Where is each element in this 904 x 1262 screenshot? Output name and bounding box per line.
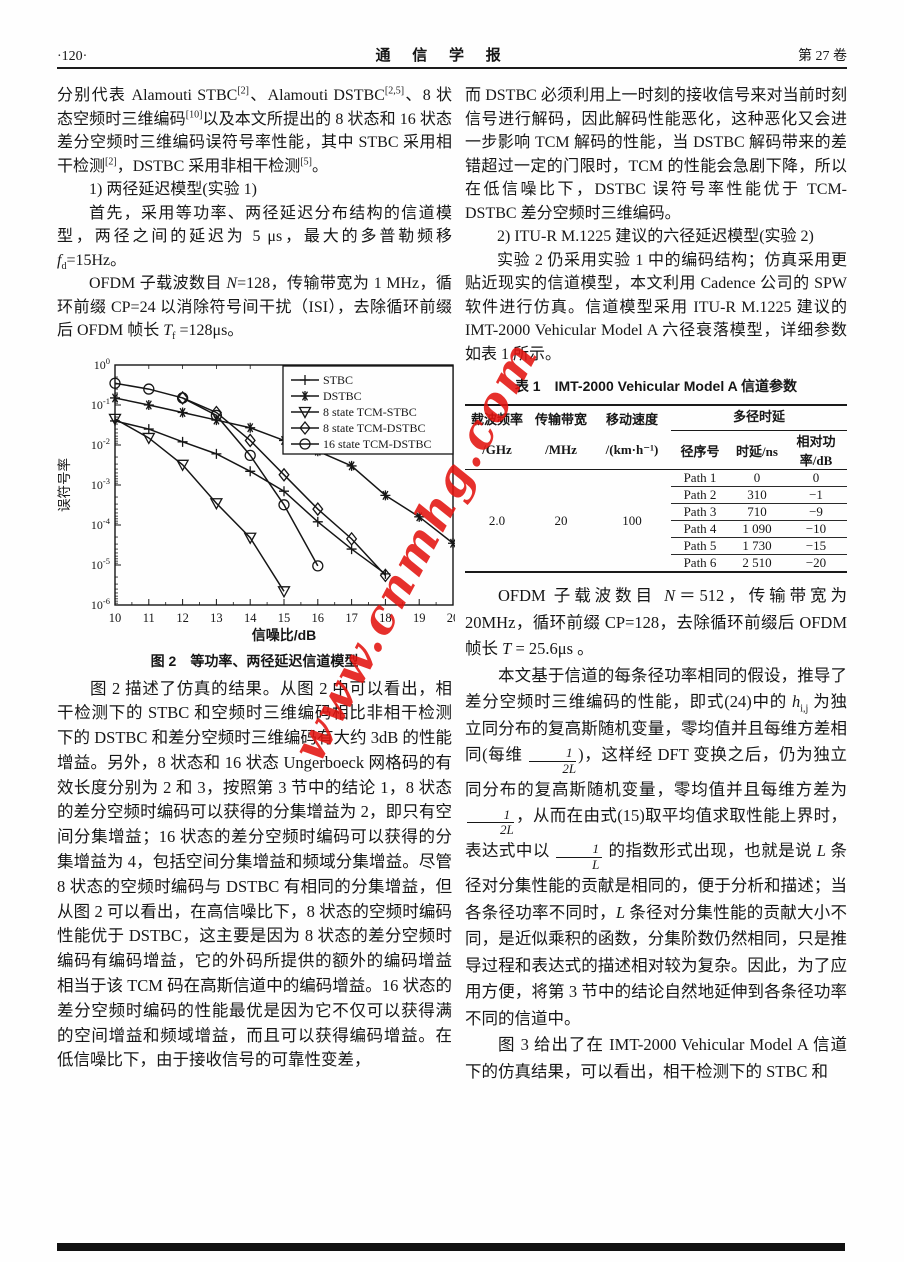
table-path-cell: 0	[729, 469, 785, 487]
col-header-delay: 时延/ns	[729, 430, 785, 470]
table-path-cell: 0	[785, 469, 847, 487]
table-path-cell: −20	[805, 555, 827, 570]
svg-text:误符号率: 误符号率	[57, 458, 72, 512]
svg-text:19: 19	[413, 611, 426, 625]
table-path-cell: 310	[729, 486, 785, 504]
svg-text:10-2: 10-2	[91, 436, 110, 452]
paragraph: 首先，采用等功率、两径延迟分布结构的信道模型，两径之间的延迟为 5 μs，最大的…	[57, 204, 452, 272]
table-body: 2.0 20 100 Path 1 0 0 Path 2 310 −1 Path 3 710 −9 Pa…	[465, 469, 847, 573]
bottom-scan-bar	[57, 1243, 845, 1251]
table-path-cell: −9	[785, 503, 847, 521]
table-path-cell: 1 090	[729, 520, 785, 538]
table-path-cell: −1	[785, 486, 847, 504]
svg-text:10-3: 10-3	[91, 476, 110, 492]
table-row: Path 6 2 510 −20	[465, 555, 847, 573]
journal-title: 通 信 学 报	[375, 48, 510, 64]
paragraph: 图 3 给出了在 IMT-2000 Vehicular Model A 信道下的…	[465, 1035, 847, 1081]
right-column: 而 DSTBC 必须利用上一时刻的接收信号来对当前时刻信号进行解码，因此解码性能…	[465, 84, 847, 1085]
unit-carrier: /GHz	[465, 430, 529, 470]
table-value-cell: 100	[622, 512, 642, 528]
table-path-cell: −15	[785, 537, 847, 555]
table-path-cell: 710	[729, 503, 785, 521]
subsection-heading-exp2: 2) ITU-R M.1225 建议的六径延迟模型(实验 2)	[497, 228, 814, 245]
paragraph: 本文基于信道的每条径功率相同的假设，推导了差分空频时三维编码的性能，即式(24)…	[465, 665, 848, 1028]
table-header-row-2: /GHz /MHz /(km·h⁻¹) 径序号 时延/ns 相对功率/dB	[465, 430, 847, 470]
svg-text:18: 18	[379, 611, 392, 625]
svg-text:10: 10	[109, 611, 122, 625]
table-path-cell: Path 6	[683, 555, 717, 570]
col-header-bandwidth: 传输带宽	[534, 411, 587, 427]
col-header-carrier: 载波频率	[470, 411, 523, 427]
paragraph: OFDM 子载波数目 N=128，传输带宽为 1 MHz，循环前缀 CP=24 …	[57, 275, 452, 343]
svg-text:10-1: 10-1	[91, 396, 110, 412]
svg-text:17: 17	[345, 611, 358, 625]
table-value-cell: 2.0	[488, 512, 506, 528]
svg-text:15: 15	[278, 611, 291, 625]
page-number: ·120·	[57, 49, 88, 64]
svg-text:12: 12	[176, 611, 189, 625]
paragraph: 分别代表 Alamouti STBC[2]、Alamouti DSTBC[2,5…	[57, 85, 452, 175]
svg-text:16 state TCM-DSTBC: 16 state TCM-DSTBC	[323, 437, 431, 451]
svg-text:信噪比/dB: 信噪比/dB	[252, 627, 317, 643]
svg-text:10-6: 10-6	[91, 596, 110, 612]
table-path-cell: 1 730	[729, 537, 785, 555]
channel-params-table: 载波频率 传输带宽 移动速度 多径时延 /GHz /MHz /(km·h⁻¹) …	[465, 404, 847, 573]
svg-text:STBC: STBC	[323, 373, 353, 387]
page-header: ·120· 通 信 学 报 第 27 卷	[57, 44, 847, 65]
figure2-caption: 图 2 等功率、两径延迟信道模型	[150, 652, 359, 669]
table-1: 表 1 IMT-2000 Vehicular Model A 信道参数 载波频率…	[465, 376, 847, 573]
paragraph: 而 DSTBC 必须利用上一时刻的接收信号来对当前时刻信号进行解码，因此解码性能…	[465, 87, 847, 222]
col-header-speed: 移动速度	[605, 411, 658, 427]
table-path-cell: Path 5	[671, 537, 729, 555]
table-path-cell: −10	[785, 520, 847, 538]
svg-text:13: 13	[210, 611, 223, 625]
paragraph: 实验 2 仍采用实验 1 中的编码结构；仿真采用更贴近现实的信道模型，本文利用 …	[465, 251, 847, 363]
table-value-cell: 20	[554, 512, 568, 528]
table-path-cell: Path 1	[671, 469, 729, 487]
col-header-path-no: 径序号	[671, 430, 729, 470]
svg-text:8 state TCM-STBC: 8 state TCM-STBC	[323, 405, 417, 419]
table-title: 表 1 IMT-2000 Vehicular Model A 信道参数	[514, 378, 798, 394]
unit-bandwidth: /MHz	[529, 430, 593, 470]
figure-2: 100 10-1 10-2 10-3 10-4 10-5 10-6 10 11 12 13 14 15 1…	[57, 349, 455, 671]
volume-label: 第 27 卷	[798, 49, 847, 64]
subsection-heading-exp1: 1) 两径延迟模型(实验 1)	[89, 181, 257, 198]
col-header-power: 相对功率/dB	[785, 430, 847, 470]
left-column: 分别代表 Alamouti STBC[2]、Alamouti DSTBC[2,5…	[57, 84, 455, 1085]
table-path-cell: Path 4	[671, 520, 729, 538]
svg-text:8 state TCM-DSTBC: 8 state TCM-DSTBC	[323, 421, 425, 435]
table-row: Path 2 310 −1	[465, 486, 847, 504]
col-header-multipath: 多径时延	[671, 405, 847, 431]
table-path-cell: Path 3	[671, 503, 729, 521]
two-column-body: 分别代表 Alamouti STBC[2]、Alamouti DSTBC[2,5…	[57, 84, 847, 1085]
table-path-cell: 2 510	[742, 555, 772, 570]
svg-text:DSTBC: DSTBC	[323, 389, 362, 403]
unit-speed: /(km·h⁻¹)	[593, 430, 671, 470]
svg-text:11: 11	[143, 611, 155, 625]
figure2-chart: 100 10-1 10-2 10-3 10-4 10-5 10-610 11 12 13 14 15 1…	[57, 356, 455, 643]
svg-text:20: 20	[447, 611, 455, 625]
table-header-row-1: 载波频率 传输带宽 移动速度 多径时延	[465, 405, 847, 431]
svg-text:10-4: 10-4	[91, 516, 111, 532]
svg-text:100: 100	[94, 356, 110, 372]
svg-text:16: 16	[312, 611, 325, 625]
table-row: Path 3 710 −9	[465, 503, 847, 521]
paragraph: 图 2 描述了仿真的结果。从图 2 中可以看出，相干检测下的 STBC 和空频时…	[57, 678, 452, 1070]
header-rule	[57, 67, 847, 69]
svg-text:10-5: 10-5	[91, 556, 110, 572]
svg-text:14: 14	[244, 611, 257, 625]
paragraph: OFDM 子载波数目 N＝512，传输带宽为 20MHz，循环前缀 CP=128…	[465, 586, 847, 658]
table-path-cell: Path 2	[671, 486, 729, 504]
